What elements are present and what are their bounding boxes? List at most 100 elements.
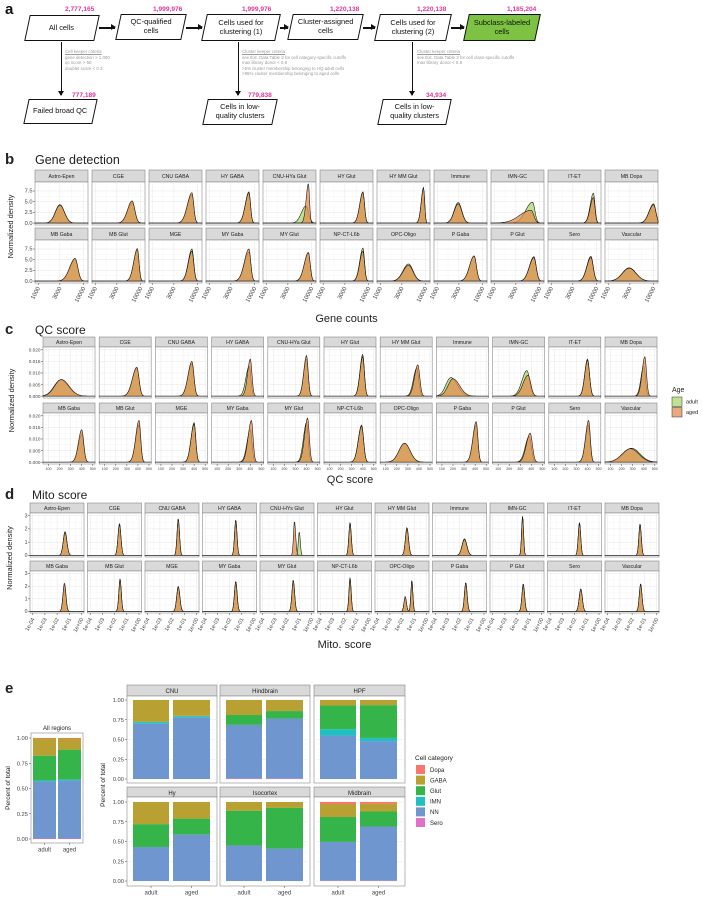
legend-label: GABA (430, 778, 447, 784)
x-tick-label: 1000 (543, 286, 555, 301)
y-tick-label: 1.00 (113, 800, 124, 806)
facet-p-glut: P Glut 100 200 300 400 500 (492, 402, 545, 471)
x-tick-label: 10000 (188, 286, 201, 304)
density-curve-aged (436, 378, 489, 397)
density-curve-aged (604, 204, 659, 224)
y-tick-label: 0.00 (113, 879, 124, 885)
facet-strip-label: OPC-Oligo (394, 406, 419, 412)
bar-segment-adult-imn (33, 780, 56, 782)
facet-mge: MGE 100 200 300 400 500 (155, 402, 208, 471)
facet-sero: Sero 100 200 300 400 500 (548, 402, 602, 471)
x-axis-title: Mito. score (318, 639, 372, 651)
x-tick-label: 1e-01 (61, 617, 73, 632)
x-tick-label: 500 (315, 467, 321, 471)
facet-vascular: Vascular 1000 3000 10000 (600, 227, 659, 304)
y-tick-label: 0.015 (29, 359, 41, 364)
x-tick-label: 1000 (258, 286, 270, 301)
x-tick-label: 1e-04 (600, 617, 612, 632)
x-tick-label: 500 (146, 467, 152, 471)
facet-strip-label: Midbrain (348, 791, 371, 797)
x-tick-label: 10000 (74, 286, 87, 304)
density-curve-aged (91, 200, 146, 224)
x-tick-label: 10000 (245, 286, 258, 304)
x-tick-label: 1e-01 (406, 617, 418, 632)
x-tick-label: aged (278, 891, 291, 897)
density-curve-aged (374, 581, 430, 612)
x-tick-label: 1e-02 (394, 617, 406, 632)
criteria-line: gene detection > 1,000 (65, 54, 110, 60)
facet-hy-gaba: HY GABA (202, 502, 257, 558)
density-curve-aged (547, 257, 602, 282)
y-tick-label: 0.005 (29, 448, 41, 453)
legend-swatch-gaba (416, 775, 425, 785)
bar-segment-aged-glut (360, 705, 397, 738)
facet-strip-label: MGE (175, 406, 187, 412)
y-tick-label: 0.0 (25, 279, 33, 285)
density-curve-aged (155, 423, 208, 463)
criteria-line: see Ext. Data Table 3 for cell category-… (242, 54, 347, 60)
x-tick-label: 300 (461, 467, 467, 471)
facet-strip-label: Immune (453, 340, 472, 346)
density-curve-aged (547, 589, 602, 612)
x-tick-label: 1e-03 (612, 617, 624, 632)
density-curve-aged (29, 582, 85, 612)
facet-cnu-gaba: CNU GABA (155, 336, 208, 399)
bar-segment-aged-gaba (360, 700, 397, 706)
x-tick-label: 1e-04 (140, 617, 152, 632)
facet-p-glut: P Glut 1000 3000 10000 (486, 227, 545, 304)
legend-swatch-imn (416, 796, 425, 806)
facet-strip-label: Immune (451, 174, 470, 180)
facet-strip-label: MB Dopa (621, 174, 643, 180)
y-axis-title: Percent of total (5, 766, 12, 810)
x-tick-label: 1e-04 (312, 617, 324, 632)
x-tick-label: 100 (327, 467, 333, 471)
density-curve-aged (87, 523, 142, 556)
x-tick-label: 500 (90, 467, 96, 471)
facet-strip-label: IT-ET (568, 506, 582, 512)
facet-mb-glut: MB Glut 1000 3000 10000 (87, 227, 146, 304)
y-tick-label: 2.5 (25, 268, 33, 274)
density-curve-aged (267, 354, 321, 397)
x-tick-label: 1e-04 (197, 617, 209, 632)
y-axis-title: Normalized density (5, 526, 14, 590)
facet-strip-label: NP-CT-L6b (337, 406, 363, 412)
y-tick-label: 0.75 (17, 761, 28, 767)
density-curve-aged (267, 417, 321, 463)
x-tick-label: 400 (360, 467, 366, 471)
facet-hy-glut: HY Glut (323, 336, 377, 399)
density-curve-aged (145, 519, 199, 556)
facet-strip-label: HY Glut (337, 174, 356, 180)
facet-vascular: Vascular 100 200 300 400 500 (604, 402, 658, 471)
facet-it-et: IT-ET (547, 169, 602, 226)
x-tick-label: 200 (338, 467, 344, 471)
x-tick-label: 300 (124, 467, 130, 471)
bar-segment-aged-glut (266, 711, 303, 719)
facet-hy-glut: HY Glut (317, 502, 372, 558)
x-tick-label: 1e-03 (439, 617, 451, 632)
facet-strip-label: CNU GABA (168, 340, 196, 346)
x-tick-label: 300 (236, 467, 242, 471)
bar-segment-aged-dopa (360, 802, 397, 804)
bar-segment-aged-nn (360, 741, 397, 779)
x-tick-label: 500 (483, 467, 489, 471)
x-tick-label: 300 (349, 467, 355, 471)
bar-segment-aged-gaba (266, 700, 303, 712)
facet-strip-label: HY GABA (218, 506, 242, 512)
x-tick-label: 3000 (52, 286, 64, 301)
facet-hy-gaba: HY GABA (211, 336, 264, 399)
arrow-down (56, 42, 65, 96)
facet-strip-label: HY Glut (335, 506, 354, 512)
facet-strip-label: Sero (569, 564, 580, 570)
density-curve-aged (34, 258, 89, 282)
density-curve-aged (379, 442, 433, 463)
density-curve-aged (323, 356, 377, 397)
facet-strip-label: HPF (354, 689, 366, 695)
x-tick-label: 200 (225, 467, 231, 471)
y-tick-label: 1.00 (17, 736, 28, 742)
density-curve-aged (547, 196, 602, 224)
